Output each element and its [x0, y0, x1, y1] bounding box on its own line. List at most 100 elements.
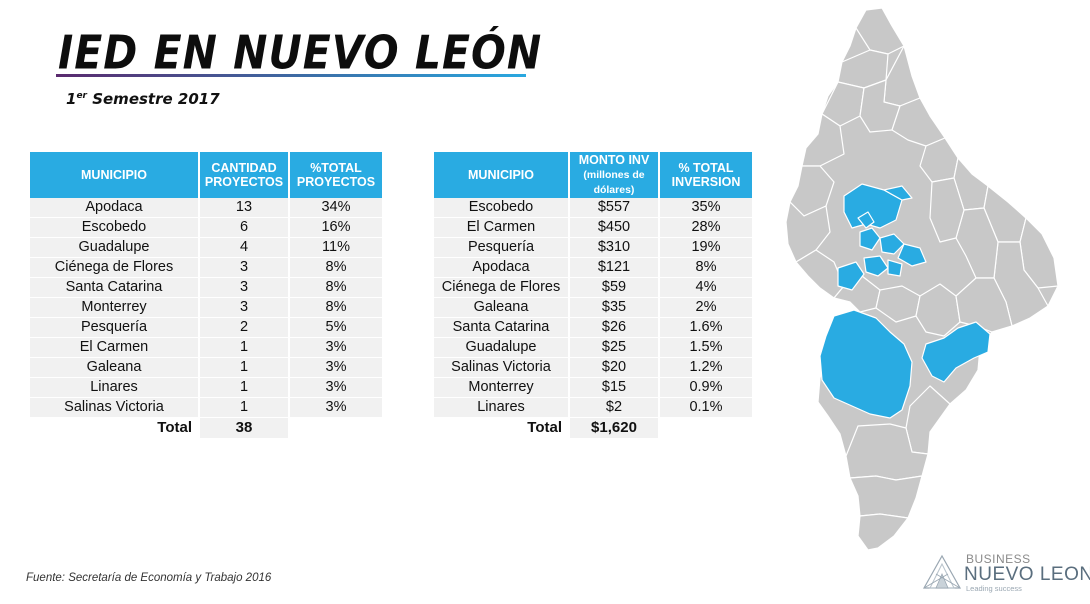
value-cell: 3% — [290, 358, 382, 378]
table-row: Linares $2 0.1% — [434, 398, 752, 418]
value-cell: 8% — [290, 278, 382, 298]
column-header: MUNICIPIO — [30, 152, 200, 198]
municipio-cell: Santa Catarina — [434, 318, 570, 338]
value-cell: 1 — [200, 338, 290, 358]
value-cell: $121 — [570, 258, 660, 278]
projects-table: MUNICIPIO CANTIDAD PROYECTOS %TOTAL PROY… — [30, 152, 382, 438]
table-row: Ciénega de Flores 3 8% — [30, 258, 382, 278]
column-header: MUNICIPIO — [434, 152, 570, 198]
table-row: Escobedo $557 35% — [434, 198, 752, 218]
investment-table: MUNICIPIO MONTO INV (millones de dólares)… — [434, 152, 752, 438]
table-row: Santa Catarina 3 8% — [30, 278, 382, 298]
table-row: Apodaca $121 8% — [434, 258, 752, 278]
municipio-cell: El Carmen — [30, 338, 200, 358]
value-cell: 3% — [290, 398, 382, 418]
municipio-cell: Linares — [30, 378, 200, 398]
value-cell: $450 — [570, 218, 660, 238]
table-row: Monterrey $15 0.9% — [434, 378, 752, 398]
table-header-row: MUNICIPIO CANTIDAD PROYECTOS %TOTAL PROY… — [30, 152, 382, 198]
table-total-row: Total 38 — [30, 418, 382, 438]
table-row: Apodaca 13 34% — [30, 198, 382, 218]
value-cell: 1.5% — [660, 338, 752, 358]
map-highlight-galeana — [819, 309, 913, 419]
table-header-row: MUNICIPIO MONTO INV (millones de dólares)… — [434, 152, 752, 198]
value-cell: 1.2% — [660, 358, 752, 378]
value-cell: 8% — [290, 298, 382, 318]
value-cell: 28% — [660, 218, 752, 238]
table-row: Monterrey 3 8% — [30, 298, 382, 318]
column-header-subtext: (millones de dólares) — [583, 169, 645, 196]
value-cell: 3% — [290, 378, 382, 398]
value-cell: 3 — [200, 278, 290, 298]
municipio-cell: Monterrey — [434, 378, 570, 398]
map-highlight-cienega-de-flores — [883, 185, 913, 201]
table-row: Santa Catarina $26 1.6% — [434, 318, 752, 338]
map-region — [915, 283, 961, 337]
page-subtitle: 1er Semestre 2017 — [66, 90, 220, 108]
value-cell: 8% — [660, 258, 752, 278]
map-highlight-el-carmen — [857, 211, 875, 229]
value-cell: $2 — [570, 398, 660, 418]
map-highlight-linares — [921, 321, 991, 383]
municipio-cell: Ciénega de Flores — [434, 278, 570, 298]
table-row: Salinas Victoria 1 3% — [30, 398, 382, 418]
value-cell: 19% — [660, 238, 752, 258]
municipio-cell: Salinas Victoria — [30, 398, 200, 418]
value-cell: 13 — [200, 198, 290, 218]
map-region — [857, 513, 909, 551]
value-cell: 0.1% — [660, 398, 752, 418]
title-underline — [56, 74, 526, 77]
total-value: $1,620 — [570, 418, 660, 438]
map-region — [929, 177, 965, 243]
nuevo-leon-map — [785, 7, 1059, 551]
value-cell: 8% — [290, 258, 382, 278]
table-cell-empty — [660, 418, 752, 438]
municipio-cell: Guadalupe — [434, 338, 570, 358]
value-cell: 3 — [200, 298, 290, 318]
map-region — [849, 475, 923, 519]
page-title: IED EN NUEVO LEÓN — [58, 26, 543, 80]
municipio-cell: Apodaca — [434, 258, 570, 278]
municipio-cell: Galeana — [30, 358, 200, 378]
value-cell: 1 — [200, 378, 290, 398]
municipio-cell: Escobedo — [434, 198, 570, 218]
value-cell: 35% — [660, 198, 752, 218]
business-nuevo-leon-logo: BUSINESS NUEVO LEON Leading success — [920, 550, 1090, 594]
value-cell: 5% — [290, 318, 382, 338]
value-cell: 4% — [660, 278, 752, 298]
map-region — [955, 277, 1013, 333]
value-cell: 1.6% — [660, 318, 752, 338]
subtitle-number: 1 — [66, 90, 77, 108]
map-highlight-salinas-victoria — [843, 183, 903, 229]
table-total-row: Total $1,620 — [434, 418, 752, 438]
table-row: Galeana $35 2% — [434, 298, 752, 318]
table-row: El Carmen $450 28% — [434, 218, 752, 238]
column-header-monto: MONTO INV (millones de dólares) — [570, 152, 660, 198]
value-cell: 4 — [200, 238, 290, 258]
value-cell: $15 — [570, 378, 660, 398]
value-cell: 3% — [290, 338, 382, 358]
value-cell: 6 — [200, 218, 290, 238]
value-cell: 2 — [200, 318, 290, 338]
map-region — [785, 201, 831, 263]
map-highlight-monterrey — [863, 255, 889, 277]
total-value: 38 — [200, 418, 290, 438]
value-cell: $59 — [570, 278, 660, 298]
municipio-cell: Ciénega de Flores — [30, 258, 200, 278]
map-region — [855, 7, 905, 55]
value-cell: 1 — [200, 358, 290, 378]
municipio-cell: El Carmen — [434, 218, 570, 238]
table-row: Guadalupe $25 1.5% — [434, 338, 752, 358]
value-cell: 0.9% — [660, 378, 752, 398]
total-label: Total — [30, 418, 200, 438]
table-row: Linares 1 3% — [30, 378, 382, 398]
map-highlight-guadalupe — [887, 259, 903, 277]
table-row: Pesquería 2 5% — [30, 318, 382, 338]
logo-line1: BUSINESS — [966, 552, 1031, 566]
municipio-cell: Pesquería — [30, 318, 200, 338]
municipio-cell: Escobedo — [30, 218, 200, 238]
value-cell: $35 — [570, 298, 660, 318]
table-row: Salinas Victoria $20 1.2% — [434, 358, 752, 378]
municipio-cell: Galeana — [434, 298, 570, 318]
municipio-cell: Salinas Victoria — [434, 358, 570, 378]
